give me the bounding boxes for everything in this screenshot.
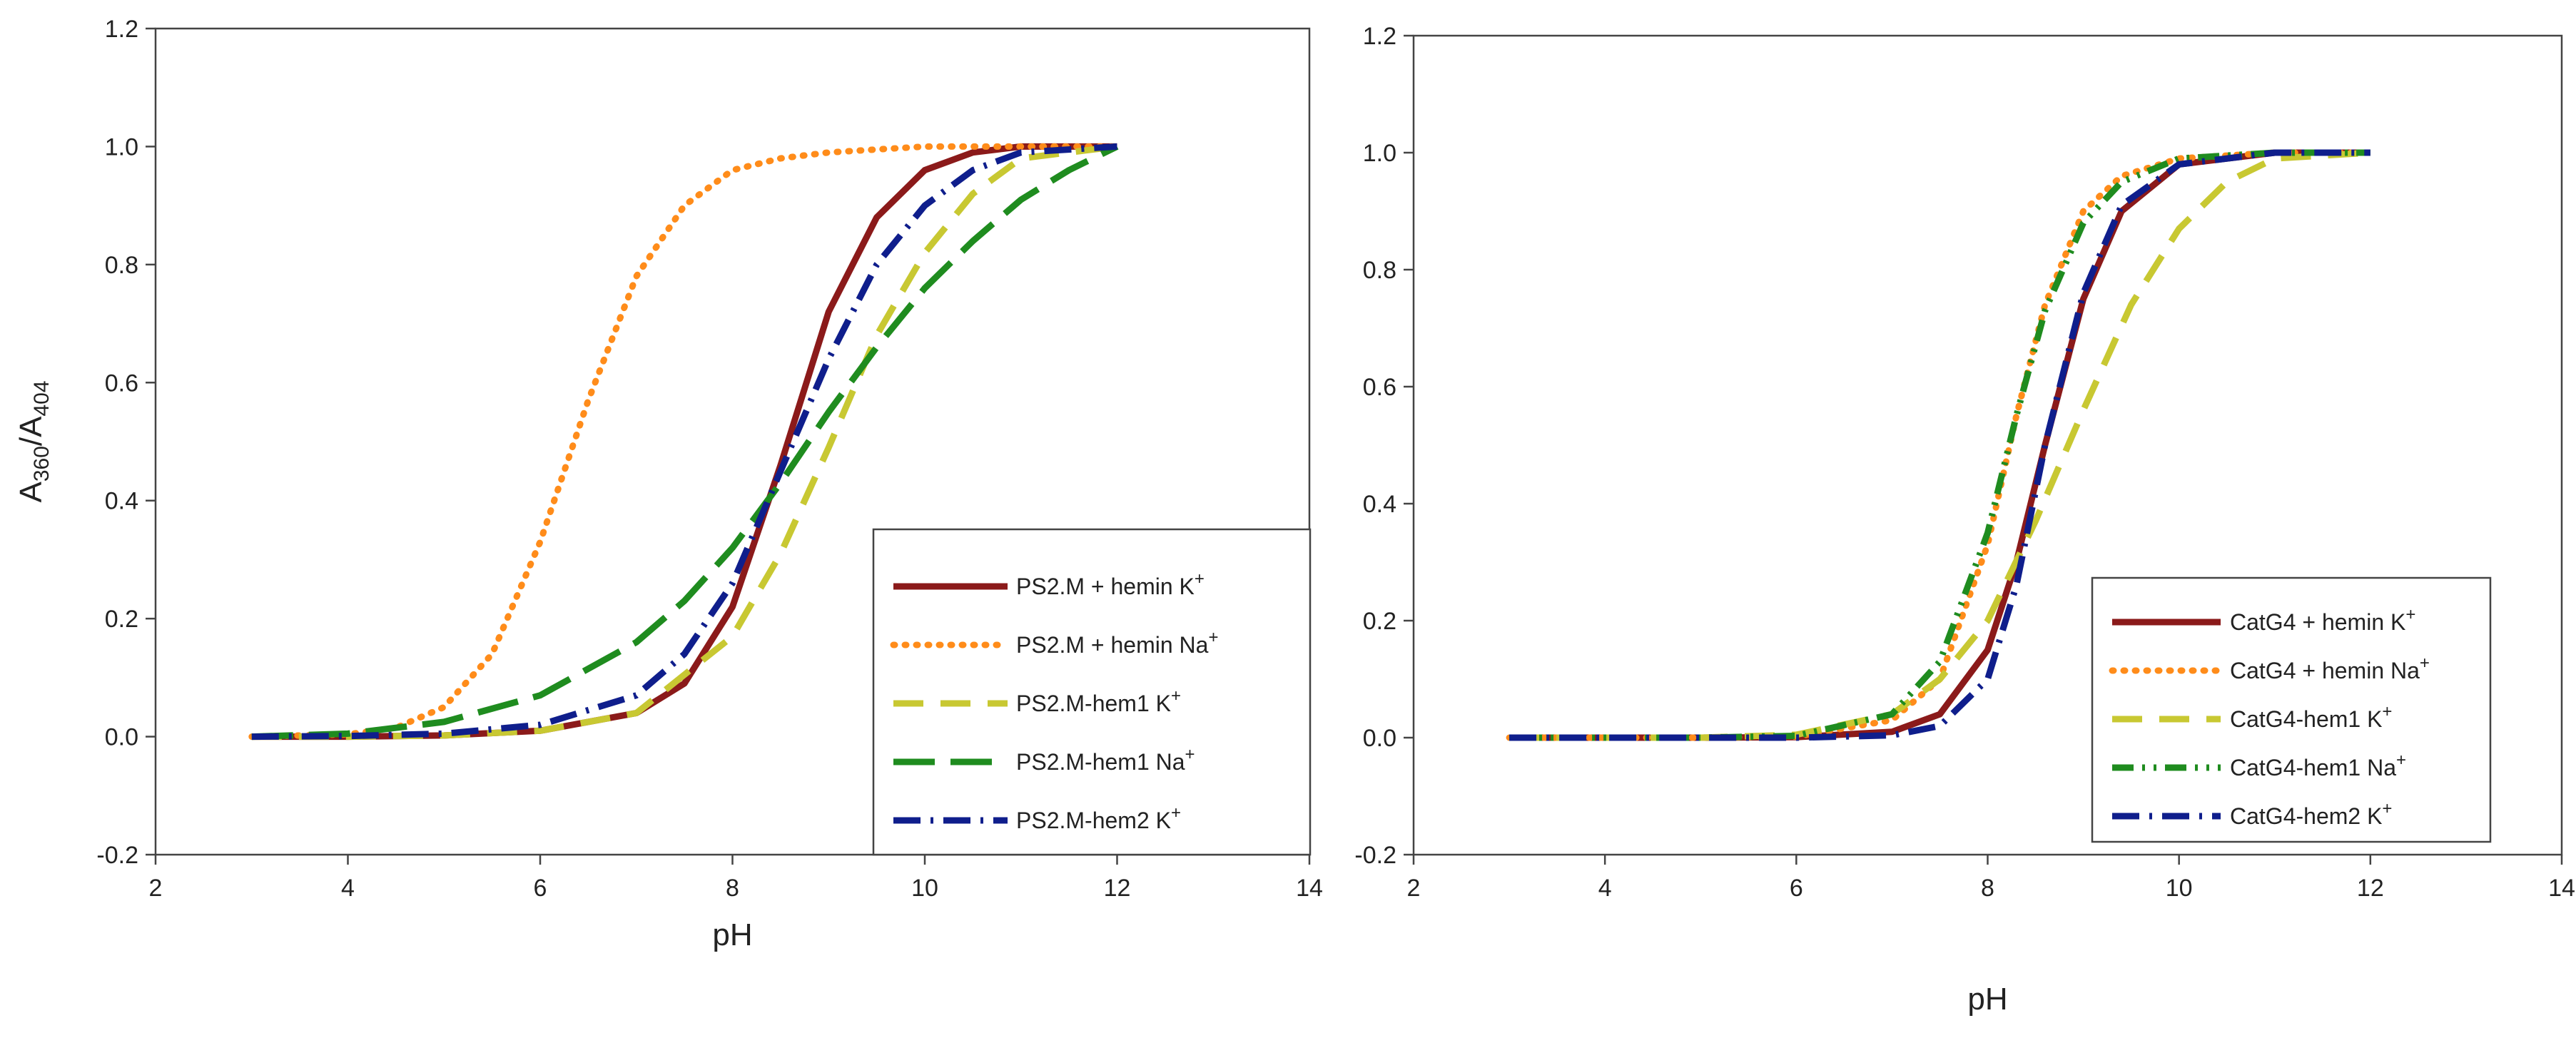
- legend-name: PS2.M-hem1 K: [1016, 691, 1171, 716]
- legend-label-2: CatG4 + hemin Na+: [2230, 653, 2430, 683]
- y-tick-label: 0.6: [1363, 374, 1396, 401]
- y-tick-label: 0.2: [1363, 608, 1396, 635]
- x-tick-label: 14: [1296, 875, 1323, 902]
- series-line-2: [248, 143, 1120, 741]
- legend-ion-superscript: +: [1171, 686, 1181, 706]
- x-tick-label: 12: [1104, 875, 1131, 902]
- legend-label-5: PS2.M-hem2 K+: [1016, 803, 1181, 833]
- legend-name: CatG4 + hemin Na: [2230, 658, 2420, 683]
- y-axis-title: A360/A404: [14, 380, 54, 502]
- x-tick-label: 6: [534, 875, 547, 902]
- x-tick-label: 2: [149, 875, 163, 902]
- legend-ion-superscript: +: [2396, 750, 2406, 770]
- legend-name: CatG4 + hemin K: [2230, 609, 2405, 635]
- x-axis-title: pH: [1967, 982, 2007, 1017]
- y-tick-label: 1.0: [105, 133, 138, 161]
- x-tick-label: 8: [726, 875, 739, 902]
- legend-label-3: CatG4-hem1 K+: [2230, 702, 2392, 732]
- y-tick-label: -0.2: [1354, 842, 1396, 869]
- y-tick-label: 0.4: [1363, 491, 1396, 518]
- legend-label-3: PS2.M-hem1 K+: [1016, 686, 1181, 716]
- legend-ion-superscript: +: [2382, 702, 2392, 721]
- legend-name: PS2.M + hemin Na: [1016, 632, 1209, 658]
- series-line-5: [251, 143, 1117, 741]
- legend-label-2: PS2.M + hemin Na+: [1016, 628, 1218, 658]
- legend-name: CatG4-hem1 Na: [2230, 755, 2396, 780]
- y-tick-label: 0.6: [105, 370, 138, 397]
- legend-ion-superscript: +: [1185, 745, 1195, 764]
- legend: PS2.M + hemin K+PS2.M + hemin Na+PS2.M-h…: [872, 528, 1312, 856]
- y-tick-label: 0.4: [105, 488, 138, 515]
- x-tick-label: 4: [341, 875, 355, 902]
- y-axis-title-part: A: [14, 482, 49, 503]
- x-tick-label: 10: [911, 875, 938, 902]
- legend-name: CatG4-hem2 K: [2230, 803, 2382, 829]
- legend-name: CatG4-hem1 K: [2230, 706, 2382, 732]
- y-axis-title-part: 404: [30, 380, 54, 416]
- series-line-4: [1509, 149, 2370, 741]
- y-tick-label: 1.2: [1363, 23, 1396, 50]
- x-tick-label: 14: [2548, 875, 2575, 902]
- y-tick-label: -0.2: [96, 842, 138, 869]
- x-tick-label: 4: [1598, 875, 1612, 902]
- y-tick-label: 0.8: [1363, 257, 1396, 284]
- legend-ion-superscript: +: [2405, 605, 2415, 624]
- series-line-5: [1509, 149, 2370, 741]
- legend-name: PS2.M-hem1 Na: [1016, 749, 1185, 775]
- y-axis-title-part: /A: [14, 416, 49, 446]
- y-tick-label: 0.2: [105, 606, 138, 633]
- y-tick-label: 1.2: [105, 16, 138, 43]
- y-tick-label: 0.0: [1363, 725, 1396, 752]
- x-tick-label: 8: [1981, 875, 1994, 902]
- legend-label-1: CatG4 + hemin K+: [2230, 605, 2415, 635]
- legend-ion-superscript: +: [2382, 799, 2392, 818]
- chart-panel-1: -0.2 0.0 0.2 0.4 0.6 0.8 1.0 1.2 2 4 6 8 10 12 14 pH A36…: [14, 16, 1323, 952]
- chart-panel-2: -0.2 0.0 0.2 0.4 0.6 0.8 1.0 1.2 2 4 6 8 10 12 14 pH Cat…: [1354, 23, 2575, 1017]
- x-tick-label: 10: [2166, 875, 2193, 902]
- y-tick-label: 1.0: [1363, 140, 1396, 167]
- y-tick-label: 0.0: [105, 724, 138, 751]
- series-line-4: [251, 143, 1119, 741]
- legend-ion-superscript: +: [2420, 653, 2430, 673]
- legend-ion-superscript: +: [1171, 803, 1181, 823]
- y-axis-title-part: 360: [30, 446, 54, 482]
- x-axis-title: pH: [712, 917, 752, 952]
- legend-label-4: PS2.M-hem1 Na+: [1016, 745, 1195, 775]
- legend-label-5: CatG4-hem2 K+: [2230, 799, 2392, 829]
- legend-label-4: CatG4-hem1 Na+: [2230, 750, 2406, 780]
- x-tick-label: 12: [2357, 875, 2384, 902]
- legend-name: PS2.M-hem2 K: [1016, 808, 1171, 833]
- legend-ion-superscript: +: [1208, 628, 1218, 647]
- x-tick-label: 2: [1407, 875, 1421, 902]
- legend-ion-superscript: +: [1195, 569, 1205, 589]
- legend: CatG4 + hemin K+CatG4 + hemin Na+CatG4-h…: [2091, 576, 2492, 843]
- y-tick-label: 0.8: [105, 252, 138, 279]
- legend-label-1: PS2.M + hemin K+: [1016, 569, 1205, 599]
- series-line-3: [251, 143, 1118, 741]
- legend-name: PS2.M + hemin K: [1016, 574, 1195, 599]
- x-tick-label: 6: [1790, 875, 1803, 902]
